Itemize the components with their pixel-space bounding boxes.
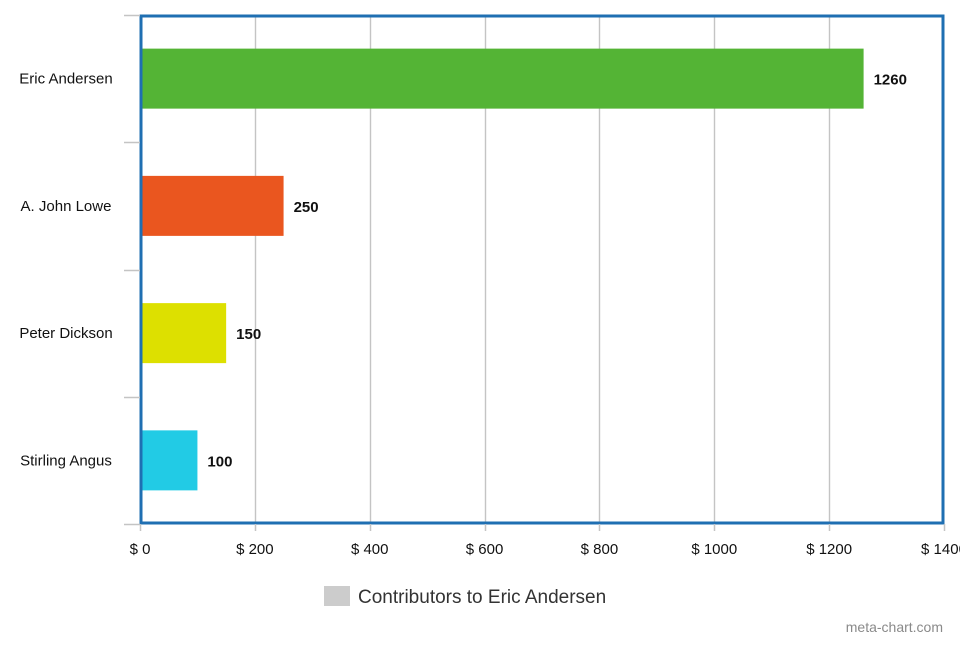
data-label-2: 150 — [236, 326, 261, 343]
legend: Contributors to Eric Andersen meta-chart.… — [324, 586, 943, 635]
category-label-3: Stirling Angus — [20, 452, 112, 469]
labels: Eric Andersen A. John Lowe Peter Dickson St… — [19, 71, 960, 558]
data-label-0: 1260 — [874, 72, 907, 89]
x-tick-label-3: $ 600 — [466, 541, 504, 558]
x-tick-label-5: $ 1000 — [691, 541, 737, 558]
data-label-3: 100 — [207, 453, 232, 470]
data-label-1: 250 — [294, 199, 319, 216]
bars — [140, 48, 864, 491]
x-tick-label-4: $ 800 — [581, 541, 619, 558]
axes — [124, 14, 946, 531]
category-label-2: Peter Dickson — [19, 325, 112, 342]
plot-border — [139, 14, 945, 525]
x-tick-label-0: $ 0 — [130, 541, 151, 558]
credit-label: meta-chart.com — [846, 619, 943, 635]
legend-label: Contributors to Eric Andersen — [358, 587, 606, 608]
x-tick-label-2: $ 400 — [351, 541, 389, 558]
x-tick-label-7: $ 1400 — [921, 541, 960, 558]
bar-1 — [140, 175, 284, 236]
bar-0 — [140, 48, 864, 109]
plot-frame — [139, 14, 945, 525]
x-tick-label-6: $ 1200 — [806, 541, 852, 558]
category-label-0: Eric Andersen — [19, 71, 112, 88]
category-label-1: A. John Lowe — [21, 198, 112, 215]
legend-swatch — [324, 586, 350, 606]
bar-3 — [140, 430, 198, 491]
bar-2 — [140, 303, 227, 364]
x-tick-label-1: $ 200 — [236, 541, 274, 558]
